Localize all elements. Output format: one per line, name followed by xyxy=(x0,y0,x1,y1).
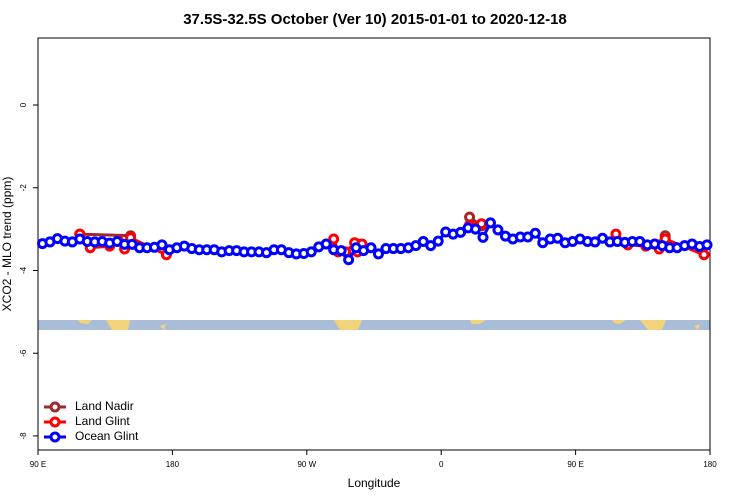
point xyxy=(484,217,496,229)
land xyxy=(470,320,486,324)
legend-label: Land Glint xyxy=(75,414,130,428)
legend-label: Ocean Glint xyxy=(75,429,139,443)
point xyxy=(477,231,489,243)
y-axis-label: XCO2 - MLO trend (ppm) xyxy=(0,177,14,312)
y-tick-label: -6 xyxy=(19,349,28,357)
point xyxy=(470,223,482,235)
point xyxy=(372,248,384,260)
point xyxy=(320,238,332,250)
point xyxy=(552,232,564,244)
land xyxy=(78,320,92,324)
y-tick-label: 0 xyxy=(19,102,28,107)
point xyxy=(328,233,340,245)
land xyxy=(334,320,362,330)
land xyxy=(612,320,626,324)
legend-label: Land Nadir xyxy=(75,399,134,413)
ocean-strip xyxy=(38,320,710,330)
y-tick-label: -8 xyxy=(19,432,28,440)
x-tick-label: 90 E xyxy=(30,460,46,469)
point xyxy=(425,240,437,252)
chart-title: 37.5S-32.5S October (Ver 10) 2015-01-01 … xyxy=(183,11,567,28)
point xyxy=(343,254,355,266)
land xyxy=(694,324,700,330)
land xyxy=(640,320,666,330)
x-tick-label: 180 xyxy=(703,460,717,469)
point xyxy=(701,239,713,251)
y-tick-label: -4 xyxy=(19,266,28,274)
x-tick-label: 90 E xyxy=(567,460,583,469)
point xyxy=(365,242,377,254)
legend-marker xyxy=(49,416,61,428)
x-tick-label: 90 W xyxy=(297,460,316,469)
point xyxy=(305,246,317,258)
point xyxy=(156,239,168,251)
series xyxy=(36,217,713,266)
point xyxy=(432,235,444,247)
legend-marker xyxy=(49,431,61,443)
land xyxy=(106,320,130,330)
point xyxy=(492,224,504,236)
point xyxy=(529,227,541,239)
x-tick-label: 0 xyxy=(439,460,444,469)
land xyxy=(160,324,166,330)
map-strip xyxy=(38,320,710,330)
x-axis-label: Longitude xyxy=(348,476,401,490)
x-tick-label: 180 xyxy=(166,460,180,469)
y-tick-label: -2 xyxy=(19,184,28,192)
legend-marker xyxy=(49,401,61,413)
point xyxy=(698,249,710,261)
point xyxy=(455,226,467,238)
point xyxy=(335,245,347,257)
